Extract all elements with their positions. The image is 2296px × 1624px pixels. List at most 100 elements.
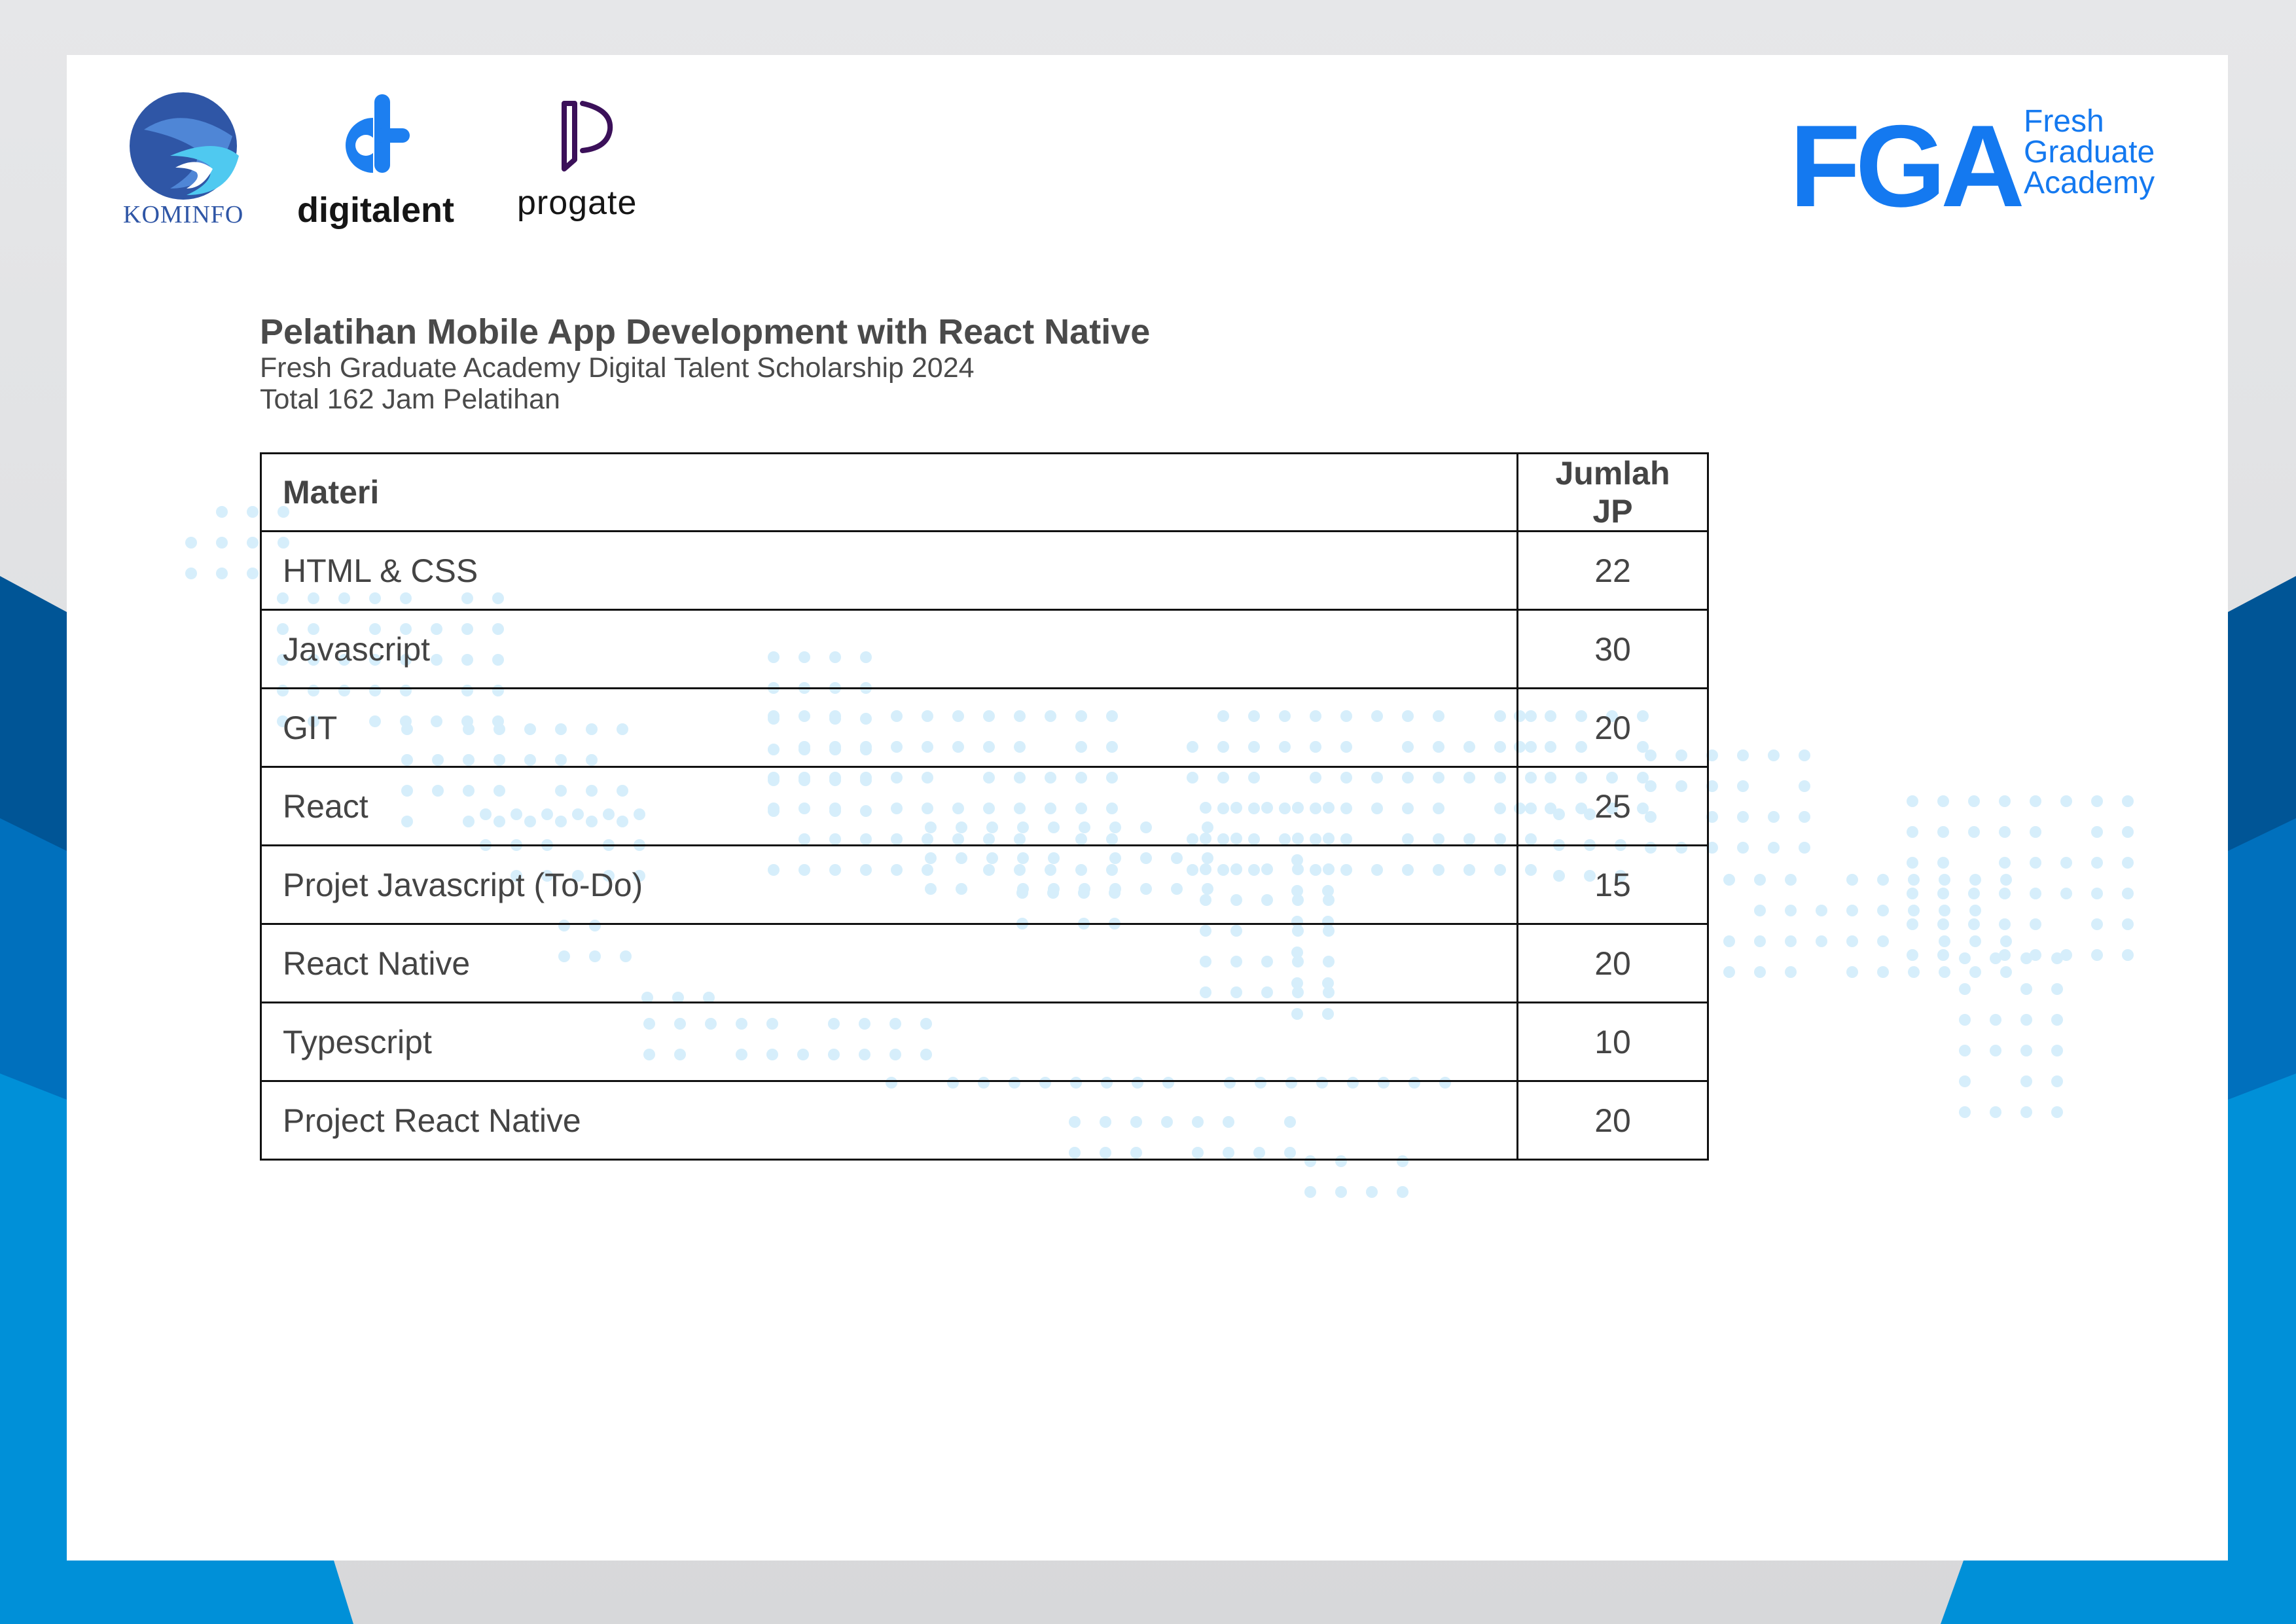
map-dot [216,568,228,579]
map-dot [2051,1045,2063,1056]
row-jp: 20 [1516,923,1709,1003]
map-dot [1799,749,1810,761]
map-dot [1999,795,2011,807]
map-dot [2122,795,2134,807]
map-dot [1990,1106,2001,1118]
row-jp: 20 [1516,687,1709,768]
map-dot [1908,905,1920,916]
map-dot [1799,811,1810,823]
row-materi: Typescript [260,1001,1518,1082]
map-dot [1907,949,1918,961]
map-dot [2051,1106,2063,1118]
map-dot [1304,1186,1316,1198]
map-dot [1846,966,1858,978]
map-dot [1908,966,1920,978]
map-dot [2122,888,2134,899]
map-dot [1999,888,2011,899]
map-dot [1737,842,1749,854]
map-dot [2060,888,2072,899]
map-dot [2051,1014,2063,1026]
map-dot [1846,905,1858,916]
fga-logo-mark: FGA [1789,101,2025,231]
map-dot [247,568,259,579]
page-title: Pelatihan Mobile App Development with Re… [260,312,1151,352]
map-dot [1768,749,1780,761]
map-dot [2091,918,2103,930]
fga-logo-wordmark: Fresh Graduate Academy [2024,106,2155,200]
map-dot [1706,842,1718,854]
map-dot [1968,795,1980,807]
map-dot [1969,935,1981,947]
row-materi: React [260,766,1518,846]
map-dot [2030,857,2041,869]
map-dot [2020,1045,2032,1056]
map-dot [1907,857,1918,869]
map-dot [1990,1045,2001,1056]
table-row: HTML & CSS 22 [260,530,1709,611]
training-heading: Pelatihan Mobile App Development with Re… [260,312,1150,415]
map-dot [1939,966,1950,978]
map-dot [1939,905,1950,916]
map-dot [1937,857,1949,869]
map-dot [1959,952,1971,964]
map-dot [1968,826,1980,838]
map-dot [1937,795,1949,807]
row-jp: 25 [1516,766,1709,846]
map-dot [1999,857,2011,869]
map-dot [1969,905,1981,916]
map-dot [1990,1014,2001,1026]
row-materi: Project React Native [260,1080,1518,1161]
map-dot [1737,749,1749,761]
map-dot [2051,1075,2063,1087]
map-dot [1877,966,1889,978]
map-dot [1816,905,1827,916]
map-dot [1969,966,1981,978]
map-dot [1706,780,1718,792]
map-dot [1785,935,1797,947]
map-dot [185,537,197,549]
map-dot [1397,1186,1408,1198]
map-dot [1768,811,1780,823]
map-dot [2091,888,2103,899]
map-dot [1907,826,1918,838]
table-row: Typescript 10 [260,1001,1709,1082]
map-dot [1959,1106,1971,1118]
digitalent-label: digitalent [297,190,454,230]
progate-logo-icon [562,101,613,171]
table-row: GIT 20 [260,687,1709,768]
map-dot [1723,966,1735,978]
row-jp: 20 [1516,1080,1709,1161]
map-dot [1959,1075,1971,1087]
page-subtitle: Fresh Graduate Academy Digital Talent Sc… [260,352,975,384]
map-dot [1908,874,1920,886]
map-dot [1877,935,1889,947]
row-materi: GIT [260,687,1518,768]
fga-line-academy: Academy [2024,166,2155,200]
row-materi: HTML & CSS [260,530,1518,611]
table-row: React Native 20 [260,923,1709,1003]
map-dot [2060,949,2072,961]
map-dot [1723,874,1735,886]
total-hours: Total 162 Jam Pelatihan [260,384,560,415]
map-dot [2122,857,2134,869]
map-dot [1937,888,1949,899]
map-dot [1737,811,1749,823]
map-dot [1846,874,1858,886]
map-dot [2020,1014,2032,1026]
map-dot [2030,918,2041,930]
row-jp: 15 [1516,844,1709,925]
map-dot [1846,935,1858,947]
map-dot [1907,918,1918,930]
map-dot [1939,874,1950,886]
map-dot [1737,780,1749,792]
map-dot [1999,918,2011,930]
map-dot [1754,874,1766,886]
map-dot [216,506,228,518]
map-dot [1990,952,2001,964]
map-dot [1706,811,1718,823]
map-dot [1937,949,1949,961]
map-dot [2122,949,2134,961]
kominfo-logo-icon [130,92,239,200]
map-dot [1907,795,1918,807]
